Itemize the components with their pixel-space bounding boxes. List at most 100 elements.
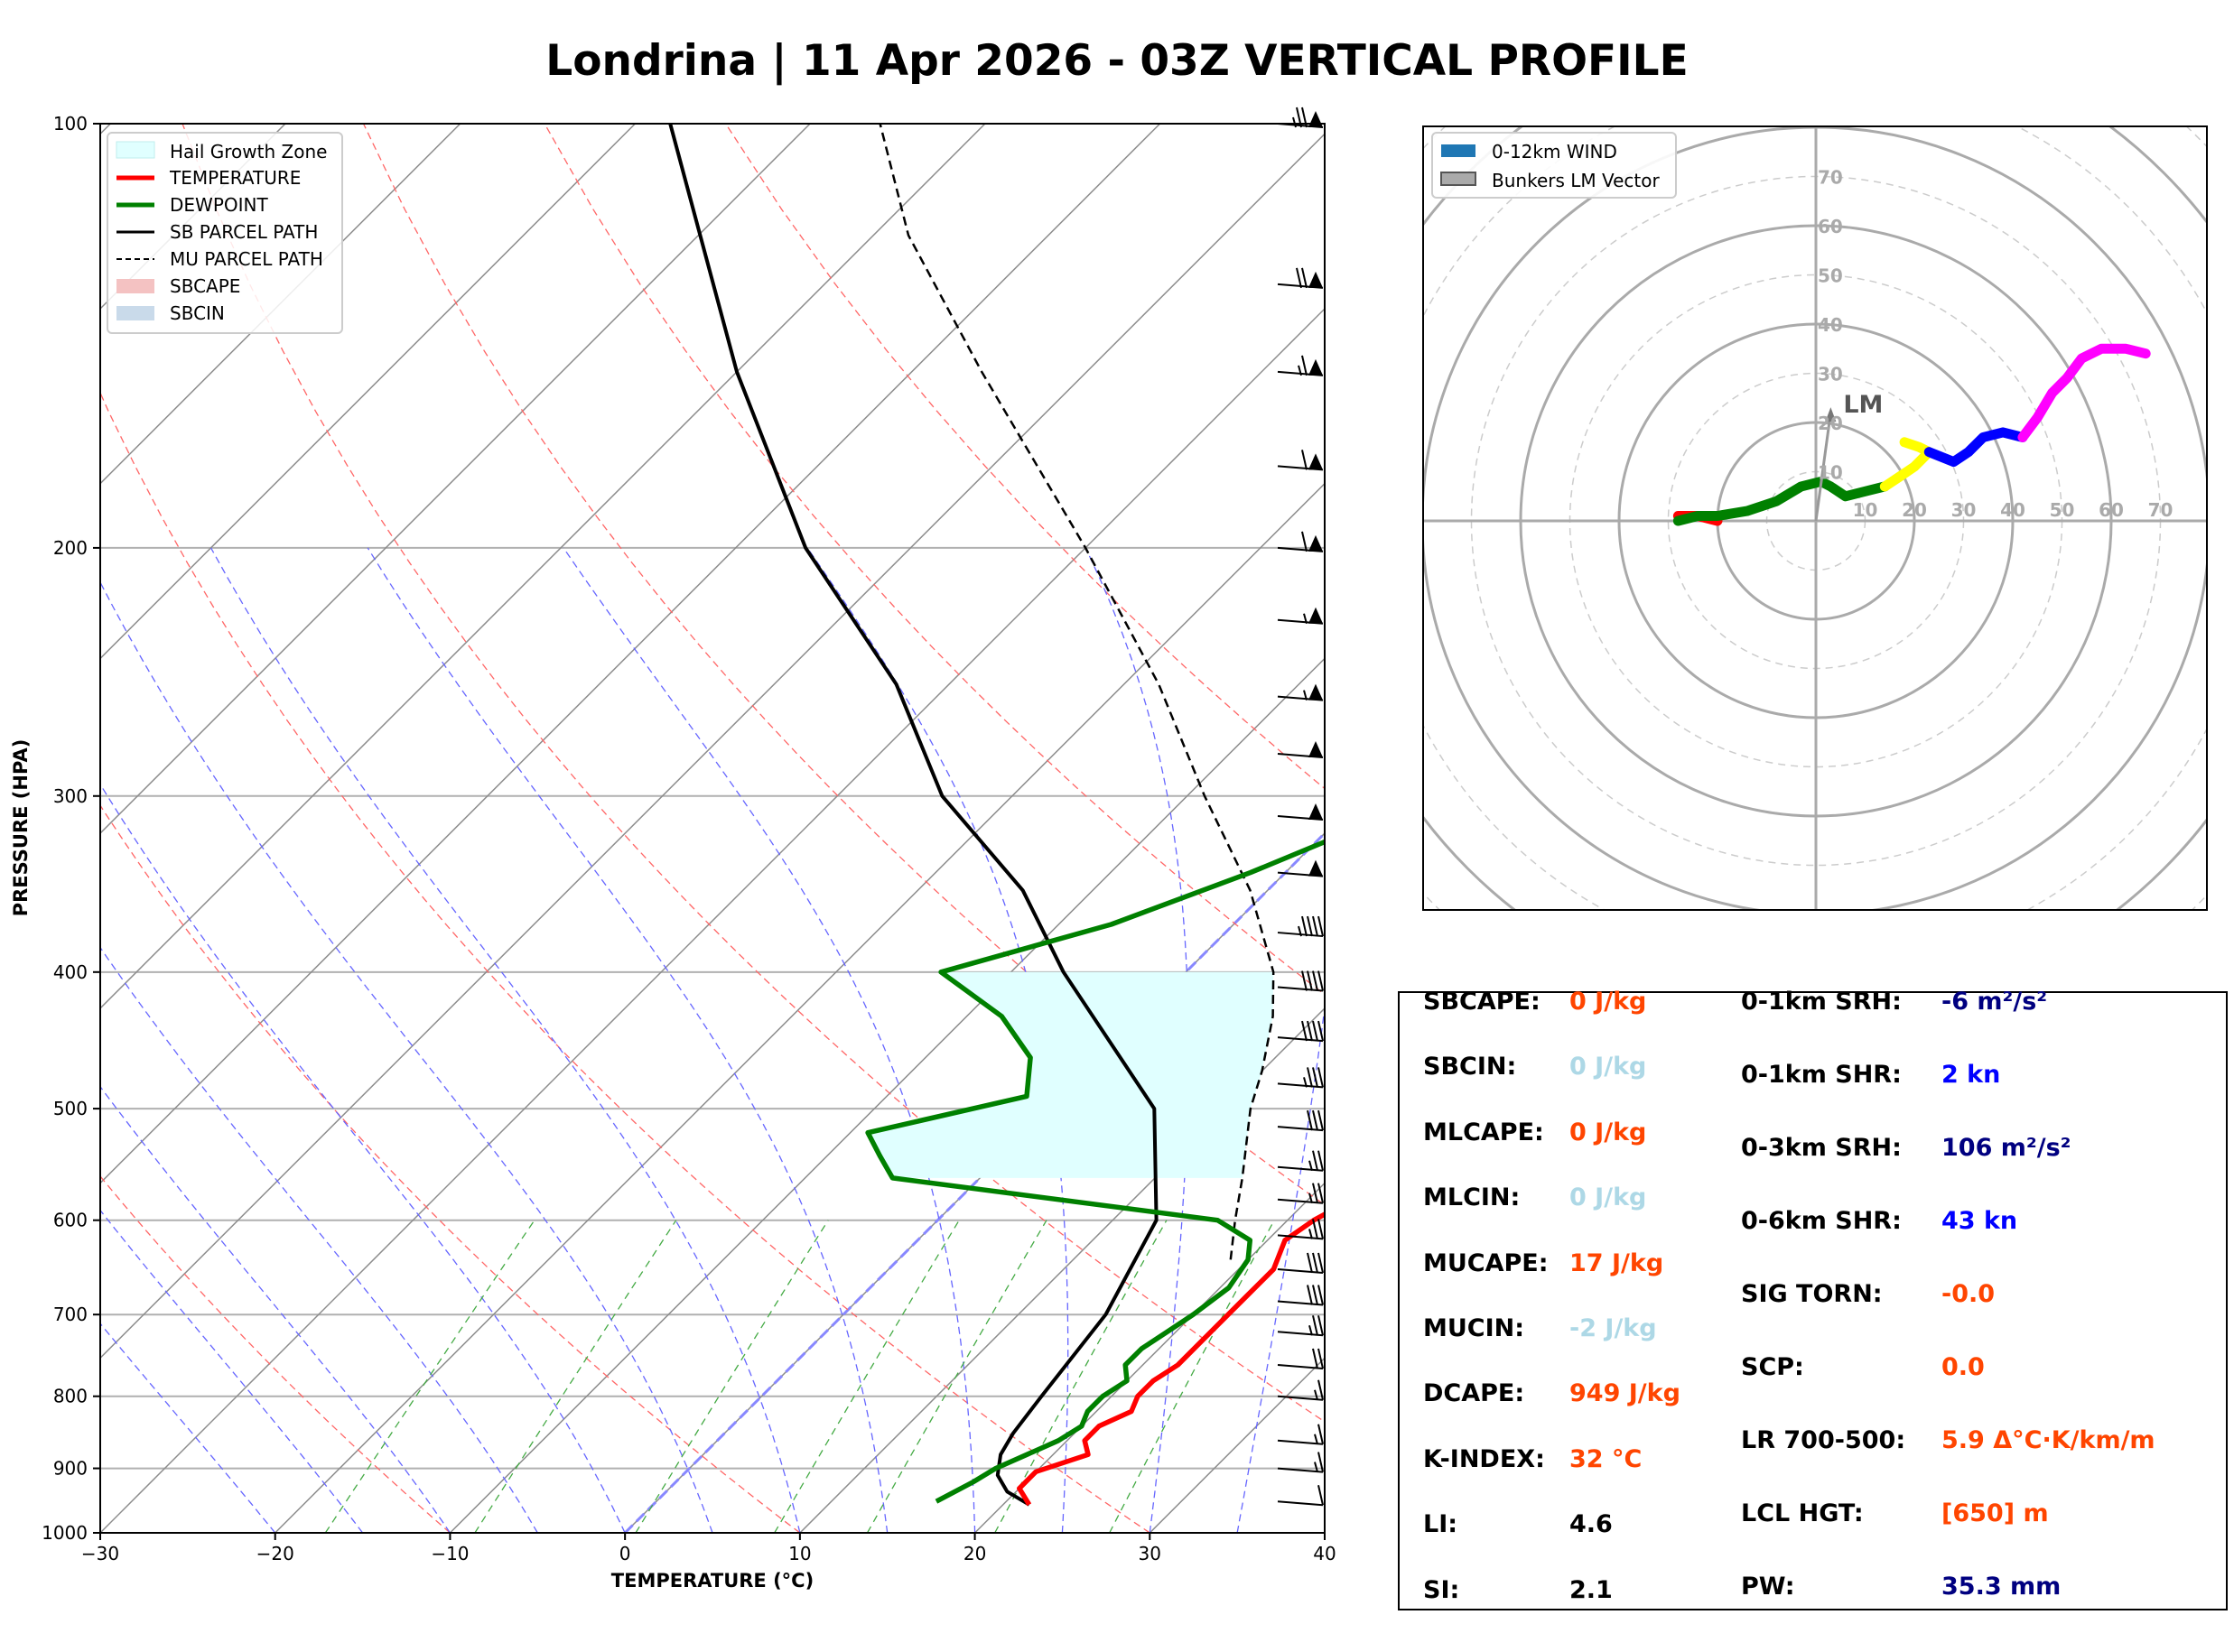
isotherm	[100, 133, 1325, 1360]
y-tick-label: 100	[53, 113, 88, 135]
wind-barb	[1277, 1379, 1324, 1401]
legend-swatch-sbcape	[116, 279, 154, 293]
mixing-ratio-line	[474, 1220, 677, 1533]
legend-wind: 0-12km WIND	[1492, 141, 1617, 162]
param-label: SBCAPE:	[1423, 988, 1541, 1016]
wind-barb	[1277, 741, 1324, 759]
y-tick-label: 900	[53, 1458, 88, 1480]
y-tick-label: 300	[53, 785, 88, 807]
x-tick-label: −10	[431, 1543, 469, 1564]
wind-barb	[1277, 970, 1324, 992]
wind-barb	[1277, 1150, 1324, 1172]
hodo-ring	[1423, 126, 2207, 910]
param-value: 32 °C	[1569, 1444, 1643, 1473]
wind-barb	[1277, 607, 1324, 625]
hodo-ring-label: 20	[1902, 499, 1927, 521]
x-tick-label: 10	[788, 1543, 811, 1564]
hodo-ring	[1225, 0, 2234, 1111]
legend-temperature: TEMPERATURE	[169, 167, 301, 189]
moist-adiabat	[100, 783, 626, 1533]
legend-dewpoint: DEWPOINT	[170, 194, 268, 216]
param-value: 0 J/kg	[1569, 988, 1647, 1016]
hail-growth-zone	[868, 971, 1274, 1178]
hodo-segment	[1879, 437, 1934, 492]
wind-barb	[1277, 803, 1324, 821]
y-axis-label: PRESSURE (HPA)	[10, 739, 32, 917]
hodo-ring-label: 70	[2148, 499, 2173, 521]
param-value: 4.6	[1569, 1510, 1613, 1539]
param-value: 949 J/kg	[1569, 1379, 1680, 1408]
param-label: 0-3km SRH:	[1741, 1134, 1902, 1162]
isotherm	[275, 482, 1325, 1533]
mixing-ratio-line	[866, 1220, 1047, 1533]
param-value: 0 J/kg	[1569, 1183, 1647, 1212]
isotherm	[100, 124, 461, 485]
param-label: LCL HGT:	[1741, 1499, 1864, 1527]
wind-barb	[1277, 683, 1324, 701]
param-value: 5.9 Δ°C·K/km/m	[1941, 1426, 2155, 1454]
hodo-segment	[1672, 476, 1890, 526]
page-title: Londrina | 11 Apr 2026 - 03Z VERTICAL PR…	[545, 36, 1689, 86]
legend-lm: Bunkers LM Vector	[1492, 170, 1661, 191]
y-tick-label: 200	[53, 537, 88, 559]
legend-swatch-lm	[1440, 172, 1476, 186]
x-tick-label: 30	[1139, 1543, 1161, 1564]
bunkers-lm-vector	[1814, 412, 1832, 522]
param-value: 0 J/kg	[1569, 1053, 1647, 1081]
dewpoint-line	[865, 839, 1325, 1504]
legend-mu-parcel: MU PARCEL PATH	[170, 248, 323, 270]
legend-swatch-hail	[116, 141, 155, 159]
param-value: 35.3 mm	[1941, 1573, 2062, 1601]
y-tick-label: 1000	[42, 1522, 88, 1544]
param-label: SIG TORN:	[1741, 1280, 1883, 1308]
param-label: SI:	[1423, 1575, 1460, 1604]
moist-adiabat	[100, 580, 713, 1533]
hodo-ring-label: 10	[1853, 499, 1878, 521]
param-value: [650] m	[1941, 1499, 2049, 1527]
moist-adiabat	[100, 1085, 451, 1533]
param-label: MLCAPE:	[1423, 1118, 1544, 1146]
param-label: LI:	[1423, 1510, 1458, 1539]
legend-sb-parcel: SB PARCEL PATH	[170, 221, 318, 243]
isotherm	[100, 307, 1325, 1533]
wind-barb	[1277, 1020, 1324, 1043]
y-tick-label: 500	[53, 1098, 88, 1119]
hodograph-legend: 0-12km WIND Bunkers LM Vector	[1431, 132, 1677, 199]
param-label: K-INDEX:	[1423, 1444, 1545, 1473]
moist-adiabat	[367, 547, 889, 1533]
hodo-segment	[2017, 343, 2151, 442]
param-value: 2 kn	[1941, 1061, 2001, 1089]
y-tick-label: 800	[53, 1386, 88, 1407]
param-label: SBCIN:	[1423, 1053, 1517, 1081]
x-axis-label: TEMPERATURE (°C)	[611, 1570, 814, 1592]
param-label: MUCAPE:	[1423, 1248, 1549, 1277]
wind-barb	[1277, 531, 1324, 552]
moist-adiabat	[100, 946, 538, 1533]
param-label: PW:	[1741, 1573, 1795, 1601]
param-label: MLCIN:	[1423, 1183, 1521, 1212]
dry-adiabat	[362, 124, 1325, 1206]
wind-barb	[1277, 355, 1324, 376]
wind-barb	[1277, 1252, 1324, 1274]
hodo-ring-label: 40	[2000, 499, 2025, 521]
lm-label: LM	[1843, 391, 1883, 419]
hodo-ring-label: 60	[1818, 216, 1843, 237]
moist-adiabat	[563, 547, 976, 1533]
hodo-segment	[1923, 427, 2028, 468]
hodo-ring-label: 10	[1818, 462, 1843, 484]
wind-barb	[1277, 1109, 1324, 1132]
hodo-ring-label: 70	[1818, 167, 1843, 189]
y-tick-label: 600	[53, 1210, 88, 1231]
isotherm	[100, 124, 811, 835]
param-value: 106 m²/s²	[1941, 1134, 2071, 1162]
mu-parcel-path	[879, 124, 1275, 1260]
mixing-ratio-line	[635, 1220, 829, 1533]
wind-barb	[1277, 1485, 1324, 1507]
hodograph-frame	[1422, 125, 2208, 911]
param-value: 17 J/kg	[1569, 1248, 1664, 1277]
param-label: LR 700-500:	[1741, 1426, 1906, 1454]
hodo-ring-label: 50	[2050, 499, 2075, 521]
param-label: SCP:	[1741, 1353, 1804, 1381]
wind-barb	[1277, 450, 1324, 471]
